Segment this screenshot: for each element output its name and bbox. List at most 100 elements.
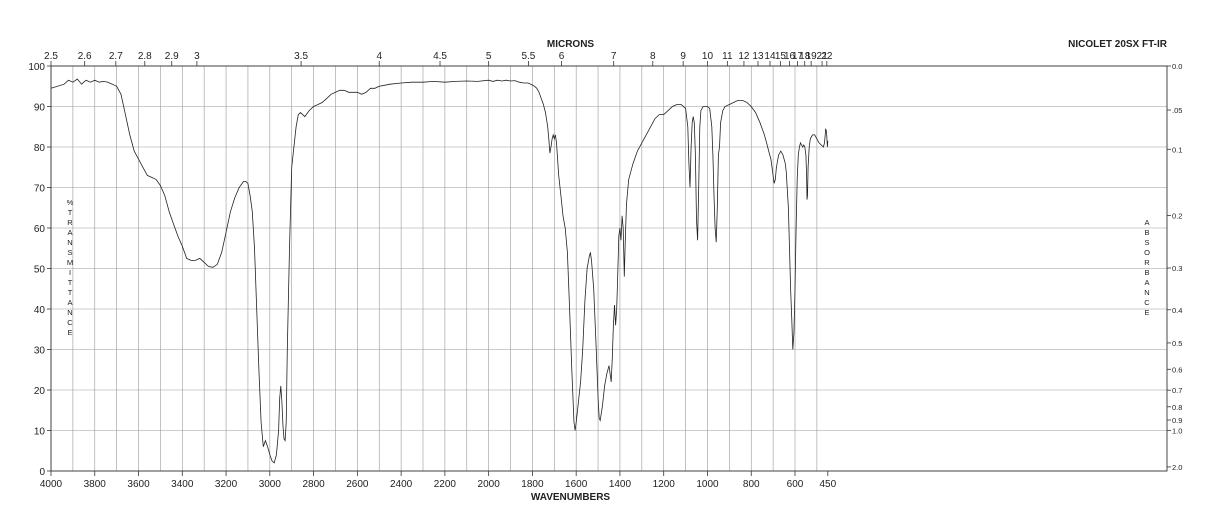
absorbance-tick-label: 0.6: [1172, 365, 1182, 374]
absorbance-tick-label: 0.2: [1172, 211, 1182, 220]
axis-ticks: [47, 61, 1171, 476]
absorbance-tick-label: 0.8: [1172, 403, 1182, 412]
x-tick-label: 800: [743, 479, 760, 490]
x-tick-label: 1200: [653, 479, 676, 490]
micron-tick-label: 9: [680, 51, 686, 62]
micron-tick-label: 3.5: [294, 51, 308, 62]
right-axis-title-char: E: [1144, 308, 1149, 317]
left-axis-title-char: N: [67, 308, 72, 317]
micron-tick-label: 6: [559, 51, 565, 62]
spectrum-series-line: [50, 78, 829, 464]
top-axis-title: MICRONS: [547, 39, 595, 50]
y-tick-label: 20: [34, 386, 46, 397]
x-tick-label: 2800: [302, 479, 325, 490]
x-tick-label: 1600: [565, 479, 588, 490]
micron-tick-label: 2.5: [44, 51, 58, 62]
left-axis-title-char: S: [67, 248, 72, 257]
right-axis-title-char: A: [1144, 218, 1149, 227]
micron-tick-label: 2.8: [138, 51, 152, 62]
absorbance-tick-label: 0.0: [1172, 62, 1182, 71]
y-tick-label: 30: [34, 346, 46, 357]
absorbance-tick-label: 0.7: [1172, 386, 1182, 395]
micron-tick-label: 4: [376, 51, 382, 62]
right-axis-title-char: B: [1144, 268, 1149, 277]
x-tick-label: 1000: [696, 479, 719, 490]
absorbance-tick-label: 1.0: [1172, 427, 1182, 436]
absorbance-tick-label: 0.1: [1172, 145, 1182, 154]
left-axis-title-char: A: [67, 298, 72, 307]
right-axis-title-char: A: [1144, 278, 1149, 287]
micron-tick-label: 3: [194, 51, 200, 62]
absorbance-tick-label: 0.9: [1172, 416, 1182, 425]
left-axis-title-char: I: [69, 268, 71, 277]
y-tick-label: 70: [34, 184, 46, 195]
y-tick-label: 0: [39, 467, 45, 478]
y-tick-label: 90: [34, 103, 46, 114]
micron-tick-label: 17: [792, 51, 804, 62]
absorbance-tick-label: 0.5: [1172, 339, 1182, 348]
x-tick-label: 600: [787, 479, 804, 490]
y-tick-label: 100: [28, 62, 45, 73]
micron-tick-label: 11: [722, 51, 733, 62]
left-axis-title-char: T: [68, 288, 73, 297]
x-tick-label: 3400: [171, 479, 194, 490]
x-tick-label: 4000: [40, 479, 63, 490]
left-axis-title-char: C: [67, 318, 73, 327]
absorbance-tick-label: 0.3: [1172, 264, 1182, 273]
y-tick-label: 40: [34, 305, 46, 316]
absorbance-tick-label: 2.0: [1172, 463, 1182, 472]
bottom-axis-title: WAVENUMBERS: [531, 492, 611, 503]
micron-tick-label: 4.5: [433, 51, 447, 62]
x-tick-label: 2600: [346, 479, 369, 490]
absorbance-tick-label: .05: [1172, 106, 1182, 115]
micron-tick-label: 12: [738, 51, 750, 62]
right-axis-title-char: O: [1144, 248, 1150, 257]
instrument-label: NICOLET 20SX FT-IR: [1068, 39, 1168, 50]
micron-tick-label: 18: [799, 51, 811, 62]
y-tick-label: 60: [34, 224, 46, 235]
micron-tick-label: 7: [611, 51, 617, 62]
micron-tick-label: 14: [764, 51, 776, 62]
left-axis-title-char: %: [67, 198, 74, 207]
left-axis-title-char: T: [68, 208, 73, 217]
left-axis-title-char: T: [68, 278, 73, 287]
micron-tick-label: 16: [784, 51, 796, 62]
right-axis-title-char: N: [1144, 288, 1149, 297]
y-tick-label: 80: [34, 143, 46, 154]
x-tick-label: 1800: [521, 479, 544, 490]
micron-tick-label: 2.7: [109, 51, 123, 62]
micron-tick-label: 5: [486, 51, 492, 62]
x-tick-label: 2400: [390, 479, 413, 490]
micron-tick-label: 15: [775, 51, 787, 62]
micron-tick-label: 21: [817, 51, 829, 62]
left-axis-title-char: A: [67, 228, 72, 237]
x-tick-label: 450: [819, 479, 836, 490]
x-tick-label: 2000: [478, 479, 501, 490]
x-tick-label: 3800: [84, 479, 107, 490]
micron-tick-label: 2.6: [78, 51, 92, 62]
absorbance-tick-label: 0.4: [1172, 306, 1182, 315]
grid-lines: [50, 65, 1167, 472]
right-axis-title-char: B: [1144, 228, 1149, 237]
right-axis-title-char: R: [1144, 258, 1150, 267]
micron-tick-label: 19: [806, 51, 818, 62]
y-tick-label: 10: [34, 427, 46, 438]
y-tick-label: 50: [34, 265, 46, 276]
left-axis-title-char: N: [67, 238, 72, 247]
micron-tick-label: 2.9: [165, 51, 179, 62]
micron-tick-label: 8: [650, 51, 656, 62]
micron-tick-label: 10: [702, 51, 714, 62]
left-axis-title-char: M: [67, 258, 73, 267]
x-tick-label: 2200: [434, 479, 457, 490]
x-tick-label: 3200: [215, 479, 238, 490]
x-tick-label: 1400: [609, 479, 632, 490]
right-axis-title-char: S: [1144, 238, 1149, 247]
left-axis-title-char: E: [67, 328, 72, 337]
micron-tick-label: 22: [821, 51, 833, 62]
micron-tick-label: 5.5: [521, 51, 535, 62]
x-tick-label: 3600: [127, 479, 150, 490]
